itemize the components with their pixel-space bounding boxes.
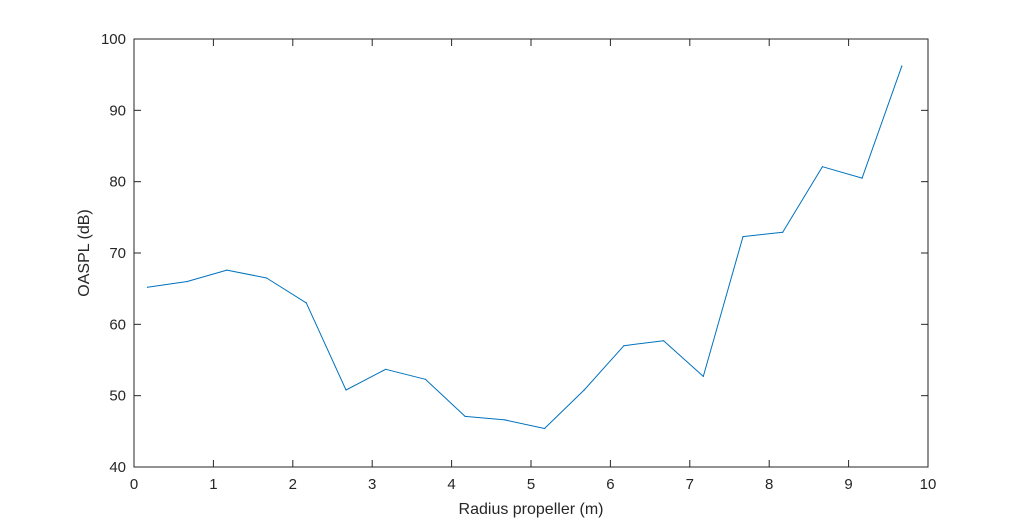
data-point [186, 280, 188, 283]
series-line [147, 65, 903, 429]
x-tick-label: 9 [844, 476, 852, 493]
x-tick-label: 4 [447, 476, 455, 493]
x-axis-label: Radius propeller (m) [459, 501, 604, 518]
data-point [543, 427, 546, 430]
y-tick-label: 90 [109, 102, 126, 119]
data-point [782, 231, 784, 233]
data-point [345, 389, 347, 391]
x-tick-label: 2 [289, 476, 297, 493]
y-axis-label: OASPL (dB) [76, 209, 93, 296]
data-point [385, 368, 387, 370]
y-tick-label: 60 [109, 316, 126, 333]
data-point [424, 378, 426, 380]
x-tick-label: 5 [527, 476, 535, 493]
data-point [464, 415, 466, 417]
data-point [623, 345, 625, 347]
x-tick-label: 1 [209, 476, 217, 493]
data-point [702, 375, 704, 377]
data-point [305, 302, 307, 304]
y-tick-label: 40 [109, 459, 126, 476]
data-point [146, 286, 149, 288]
x-tick-label: 6 [606, 476, 614, 493]
data-point [266, 277, 268, 279]
plot-frame [133, 38, 929, 468]
data-point [821, 166, 824, 168]
y-tick-label: 70 [109, 245, 126, 262]
data-point [861, 177, 863, 179]
plot-area [134, 39, 928, 467]
x-tick-label: 7 [686, 476, 694, 493]
data-point [901, 65, 903, 67]
data-point [742, 236, 744, 238]
y-tick-label: 80 [109, 174, 126, 191]
data-point [663, 340, 665, 342]
data-point [504, 419, 506, 421]
y-tick-label: 50 [109, 388, 126, 405]
ticks-layer: 0 1 2 3 4 5 6 7 8 9 10 40 50 60 70 80 90 100 [101, 31, 936, 493]
x-tick-label: 10 [920, 476, 937, 493]
series-layer [146, 65, 903, 430]
y-tick-label: 100 [101, 31, 126, 48]
x-tick-label: 8 [765, 476, 773, 493]
x-tick-label: 3 [368, 476, 376, 493]
x-tick-label: 0 [130, 476, 138, 493]
data-point [226, 269, 228, 271]
data-point [583, 389, 585, 391]
